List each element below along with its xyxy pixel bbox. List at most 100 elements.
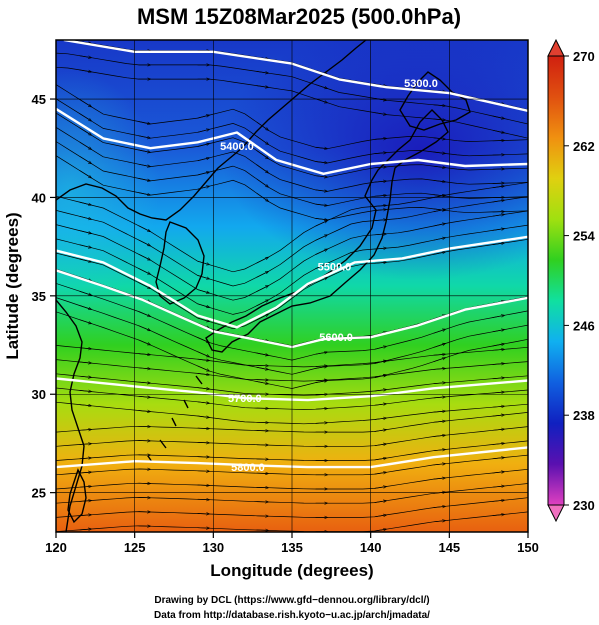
x-tick-label: 135: [281, 540, 303, 555]
wind-arrow: [79, 362, 92, 363]
colorbar-ticks: 230 238 246 254 262 270: [564, 49, 595, 513]
wind-arrow: [256, 271, 269, 278]
wind-arrow: [492, 330, 505, 333]
wind-arrow: [79, 170, 92, 177]
wind-arrow: [197, 388, 210, 389]
wind-arrow: [197, 402, 210, 403]
wind-arrow: [433, 166, 446, 167]
colorbar-tick-label: 238: [573, 408, 595, 423]
wind-arrow: [492, 115, 505, 119]
wind-arrow: [315, 204, 328, 205]
x-tick-label: 145: [438, 540, 460, 555]
wind-arrow: [433, 411, 446, 412]
wind-arrow: [374, 515, 387, 518]
wind-arrow: [433, 223, 446, 227]
wind-arrow: [256, 85, 269, 88]
wind-arrow: [79, 258, 92, 262]
wind-arrow: [374, 472, 387, 475]
wind-arrow: [79, 458, 92, 459]
taiwan-coastline: [67, 468, 87, 524]
wind-arrow: [433, 521, 446, 522]
wind-arrow: [138, 192, 151, 195]
wind-arrow: [374, 458, 387, 461]
wind-arrow: [433, 105, 446, 106]
asia-mainland-coastline: [56, 40, 367, 221]
y-axis-ticks: 25 30 35 40 45: [32, 92, 56, 501]
wind-arrow: [256, 71, 269, 73]
wind-arrow: [433, 252, 446, 255]
wind-arrow: [374, 153, 387, 154]
wind-arrow: [138, 163, 151, 166]
wind-arrow: [433, 152, 446, 153]
wind-arrow: [138, 339, 151, 345]
wind-arrow: [256, 286, 269, 292]
wind-arrow: [492, 229, 505, 231]
wind-arrow: [79, 429, 92, 430]
wind-arrow: [433, 421, 446, 422]
wind-arrow: [79, 155, 92, 163]
wind-arrow: [197, 317, 210, 322]
wind-arrow: [138, 311, 151, 317]
wind-arrow: [374, 444, 387, 447]
wind-arrow: [315, 249, 328, 255]
wind-arrow: [138, 178, 151, 180]
wind-arrow: [433, 358, 446, 362]
wind-arrow: [374, 234, 387, 235]
colorbar: 230 238 246 254 262 270: [547, 38, 595, 523]
wind-arrow: [138, 149, 151, 152]
wind-arrow: [79, 141, 92, 149]
wind-arrow: [197, 129, 210, 133]
y-axis-label: Latitude (degrees): [3, 212, 22, 359]
korea-coastline: [155, 221, 205, 305]
wind-arrow: [79, 99, 92, 106]
wind-arrow: [197, 289, 210, 294]
wind-arrow: [197, 351, 210, 357]
colorbar-tick-label: 230: [573, 498, 595, 513]
x-axis-label: Longitude (degrees): [210, 561, 373, 580]
wind-arrow: [256, 164, 269, 173]
wind-arrow: [374, 205, 387, 206]
x-tick-label: 130: [202, 540, 224, 555]
wind-arrow: [315, 366, 328, 369]
wind-arrow: [138, 396, 151, 397]
x-tick-label: 120: [45, 540, 67, 555]
wind-arrow: [256, 150, 269, 158]
wind-arrow: [315, 408, 328, 409]
wind-arrow: [433, 449, 446, 450]
wind-arrow: [433, 397, 446, 398]
wind-arrow: [79, 444, 92, 445]
wind-arrow: [256, 381, 269, 383]
wind-arrow: [374, 112, 387, 115]
contour-line: [56, 446, 528, 469]
wind-arrow: [79, 390, 92, 391]
japan-coastline: [205, 109, 449, 353]
wind-arrow: [138, 282, 151, 289]
wind-arrow: [79, 113, 92, 121]
wind-arrow: [79, 305, 92, 309]
contour-label: 5400.0: [220, 141, 254, 153]
height-contours: [56, 40, 528, 469]
wind-arrow: [256, 300, 269, 307]
chart-title: MSM 15Z08Mar2025 (500.0hPa): [137, 4, 461, 29]
wind-arrow: [315, 221, 328, 227]
cold-core-shading: [220, 40, 528, 280]
wind-arrow: [492, 315, 505, 318]
wind-arrow: [315, 147, 328, 148]
contour-labels: 5300.0 5400.0 5500.0 5600.0 5700.0 5800.0: [220, 78, 438, 474]
wind-arrow: [492, 392, 505, 393]
wind-arrow: [492, 415, 505, 416]
wind-arrow: [433, 383, 446, 384]
colorbar-tick-label: 254: [573, 229, 595, 244]
wind-arrow: [492, 406, 505, 407]
wind-arrow: [197, 416, 210, 417]
wind-arrow: [374, 195, 387, 196]
wind-arrow: [492, 500, 505, 501]
wind-arrow: [79, 319, 92, 324]
coastlines: [56, 40, 471, 532]
hokkaido-coastline: [399, 71, 471, 131]
wind-arrow: [433, 368, 446, 369]
wind-arrow: [492, 243, 505, 245]
wind-arrow: [197, 373, 210, 374]
wind-arrow: [138, 268, 151, 274]
